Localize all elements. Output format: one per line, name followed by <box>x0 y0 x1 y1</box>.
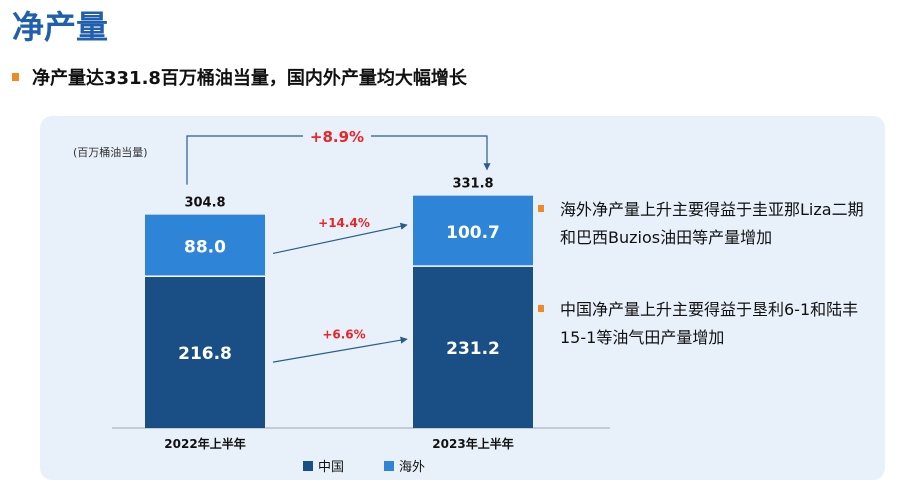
growth-label-bg <box>303 125 371 147</box>
growth-overseas-label: +14.4% <box>318 216 370 230</box>
legend-label-overseas: 海外 <box>399 460 425 475</box>
bullet-icon <box>12 73 19 81</box>
bar-china-2 <box>413 266 533 428</box>
legend-label-china: 中国 <box>318 460 344 475</box>
growth-total-label: +8.9% <box>310 128 364 146</box>
bar-overseas-1 <box>145 214 265 277</box>
growth-china-label: +6.6% <box>322 328 365 342</box>
bullet-icon <box>538 205 544 212</box>
bullet-icon <box>538 305 544 312</box>
growth-china-arrow <box>272 336 408 363</box>
note-china: 中国净产量上升主要得益于垦利6-1和陆丰15-1等油气田产量增加 <box>538 296 868 352</box>
legend-swatch-china <box>303 461 313 471</box>
page-title: 净产量 <box>12 8 109 46</box>
legend-swatch-overseas <box>384 461 394 471</box>
notes-list: 海外净产量上升主要得益于圭亚那Liza二期和巴西Buzios油田等产量增加 中国… <box>538 196 868 396</box>
total-label-1: 304.8 <box>184 196 225 211</box>
x-tick-label-2: 2023年上半年 <box>432 436 513 451</box>
data-label-china-2: 231.2 <box>446 339 500 359</box>
bar-overseas-2 <box>413 195 533 267</box>
bar-china-1 <box>145 276 265 428</box>
page-subtitle: 净产量达331.8百万桶油当量，国内外产量均大幅增长 <box>32 68 467 89</box>
growth-overseas-arrow <box>272 222 408 255</box>
x-tick-label-1: 2022年上半年 <box>164 436 245 451</box>
total-label-2: 331.8 <box>452 177 493 192</box>
data-label-overseas-1: 88.0 <box>184 237 226 257</box>
data-label-overseas-2: 100.7 <box>446 223 500 243</box>
note-overseas: 海外净产量上升主要得益于圭亚那Liza二期和巴西Buzios油田等产量增加 <box>538 196 868 252</box>
note-china-text: 中国净产量上升主要得益于垦利6-1和陆丰15-1等油气田产量增加 <box>560 300 859 347</box>
data-label-china-1: 216.8 <box>178 344 232 364</box>
note-overseas-text: 海外净产量上升主要得益于圭亚那Liza二期和巴西Buzios油田等产量增加 <box>560 200 864 247</box>
unit-label: (百万桶油当量) <box>73 145 148 159</box>
